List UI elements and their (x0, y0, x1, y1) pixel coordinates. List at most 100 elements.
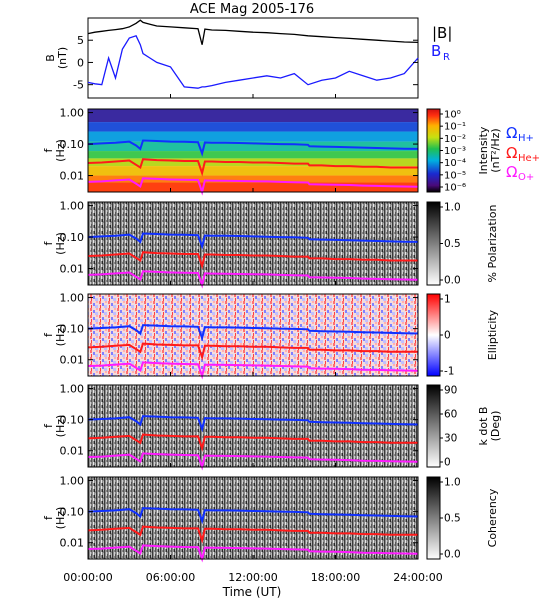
freq-tick-label: 0.01 (60, 354, 85, 367)
freq-label-unit: (Hz) (54, 507, 67, 530)
colorbar-tick-label: 10⁻⁶ (444, 183, 466, 194)
colorbar-tick-label: 0 (444, 457, 451, 469)
colorbar-tick-label: 10⁰ (444, 110, 461, 121)
kdotb-colorbar (426, 384, 441, 468)
kdotb-colorbar-label-1: k dot B (477, 407, 490, 446)
gyro-o-line (87, 452, 419, 471)
freq-tick-label: 0.01 (60, 263, 85, 276)
gyro-he-line (87, 251, 418, 270)
colorbar-tick-label: 0.0 (444, 549, 461, 561)
ellipticity-background (88, 294, 418, 376)
panel-coherency: 1.00 0.10 0.01 f (Hz) 1.0 0.5 0.0 Coherency (42, 475, 499, 563)
colorbar-tick-label: 1 (444, 294, 451, 306)
legend-omega-he: Ω (506, 144, 517, 162)
bfield-ytick-label: 0 (77, 56, 84, 69)
gyro-o-line (87, 544, 419, 563)
gyro-o-line (87, 270, 419, 289)
gyro-he-line (87, 158, 418, 177)
figure-title: ACE Mag 2005-176 (190, 2, 314, 17)
panel-kdotb: 1.00 0.10 0.01 f (Hz) 90 60 30 0 k dot B (Deg) (42, 383, 502, 471)
freq-tick-label: 0.10 (60, 506, 85, 519)
colorbar-tick-label: 10⁻⁵ (444, 170, 466, 181)
bfield-magnitude-line (87, 19, 419, 45)
legend-br-sub: R (443, 52, 450, 63)
colorbar-tick-label: 0.5 (444, 238, 461, 250)
intensity-band (88, 166, 418, 176)
gyro-h-line (87, 507, 419, 525)
coherency-background (88, 477, 418, 559)
gyro-h-line (87, 139, 419, 157)
bfield-ylabel-b: B (44, 54, 57, 62)
intensity-colorbar-label-2: (nT²/Hz) (489, 128, 502, 172)
colorbar-tick-label: 90 (444, 385, 457, 397)
freq-label-f: f (42, 240, 55, 245)
kdotb-colorbar-label-2: (Deg) (489, 411, 502, 442)
time-tick-label: 18:00:00 (311, 571, 360, 584)
legend-o-sub: O+ (518, 172, 534, 183)
intensity-band (88, 151, 418, 159)
freq-tick-label: 0.10 (60, 231, 85, 244)
legend-omega-o: Ω (506, 163, 517, 181)
colorbar-tick-label: 60 (444, 409, 457, 421)
freq-label-unit: (Hz) (54, 415, 67, 438)
time-tick-label: 12:00:00 (228, 571, 277, 584)
polarization-colorbar (426, 201, 441, 286)
spectrogram-panels: 1.000.100.01f (Hz)10⁰10⁻¹10⁻²10⁻³10⁻⁴10⁻⁵… (42, 107, 502, 563)
bfield-ytick-label: 5 (77, 34, 84, 47)
legend-omega-h: Ω (506, 124, 517, 142)
legend-b-magnitude: |B| (432, 24, 452, 42)
gyro-h-line (87, 415, 419, 433)
intensity-colorbar (426, 108, 441, 193)
gyro-he-line (87, 525, 418, 544)
colorbar-tick-label: 30 (444, 433, 457, 445)
freq-tick-label: 1.00 (60, 200, 85, 213)
bfield-panel: 5 0 -5 B (nT) |B| B R (44, 17, 452, 99)
freq-label-unit: (Hz) (54, 232, 67, 255)
coherency-colorbar (426, 476, 441, 560)
freq-label-unit: (Hz) (54, 324, 67, 347)
freq-tick-label: 1.00 (60, 383, 85, 396)
colorbar-tick-label: 1.0 (444, 202, 461, 214)
bfield-ylabel-unit: (nT) (56, 47, 69, 69)
polarization-background (88, 202, 418, 285)
colorbar-tick-label: 1.0 (444, 477, 461, 489)
colorbar-tick-label: 10⁻¹ (444, 122, 466, 133)
freq-tick-label: 0.01 (60, 445, 85, 458)
gyro-o-line (87, 177, 419, 196)
intensity-band (88, 175, 418, 183)
kdotb-background (88, 385, 418, 467)
colorbar-tick-label: 10⁻⁴ (444, 158, 466, 169)
freq-label-f: f (42, 332, 55, 337)
bfield-lines (87, 19, 419, 89)
freq-tick-label: 0.01 (60, 537, 85, 550)
freq-tick-label: 0.01 (60, 170, 85, 183)
ellipticity-colorbar (426, 293, 441, 377)
intensity-band (88, 182, 418, 192)
intensity-band (88, 141, 418, 152)
time-tick-label: 24:00:00 (393, 571, 442, 584)
freq-label-unit: (Hz) (54, 139, 67, 162)
ellipticity-colorbar-label: Ellipticity (486, 309, 499, 360)
legend-he-sub: He+ (518, 153, 540, 164)
gyro-legend: Ω H+ Ω He+ Ω O+ (506, 124, 540, 183)
gyro-h-line (87, 232, 419, 250)
intensity-band (88, 109, 418, 123)
colorbar-tick-label: 0.0 (444, 275, 461, 287)
freq-tick-label: 1.00 (60, 475, 85, 488)
bfield-br-line (87, 35, 419, 89)
freq-tick-label: 1.00 (60, 292, 85, 305)
legend-br-main: B (431, 42, 441, 60)
panel-intensity: 1.00 0.10 0.01 f (Hz) 10⁰10⁻¹10⁻²10⁻³10⁻⁴10⁻⁵… (42, 107, 502, 196)
gyro-h-line (87, 324, 419, 342)
freq-tick-label: 0.10 (60, 138, 85, 151)
freq-label-f: f (42, 515, 55, 520)
bfield-frame (87, 17, 419, 99)
gyro-he-line (87, 433, 418, 452)
time-tick-label: 00:00:00 (63, 571, 112, 584)
intensity-colorbar-label-1: Intensity (477, 126, 490, 174)
intensity-band (88, 122, 418, 132)
colorbar-tick-label: 10⁻² (444, 134, 466, 145)
legend-h-sub: H+ (518, 133, 534, 144)
